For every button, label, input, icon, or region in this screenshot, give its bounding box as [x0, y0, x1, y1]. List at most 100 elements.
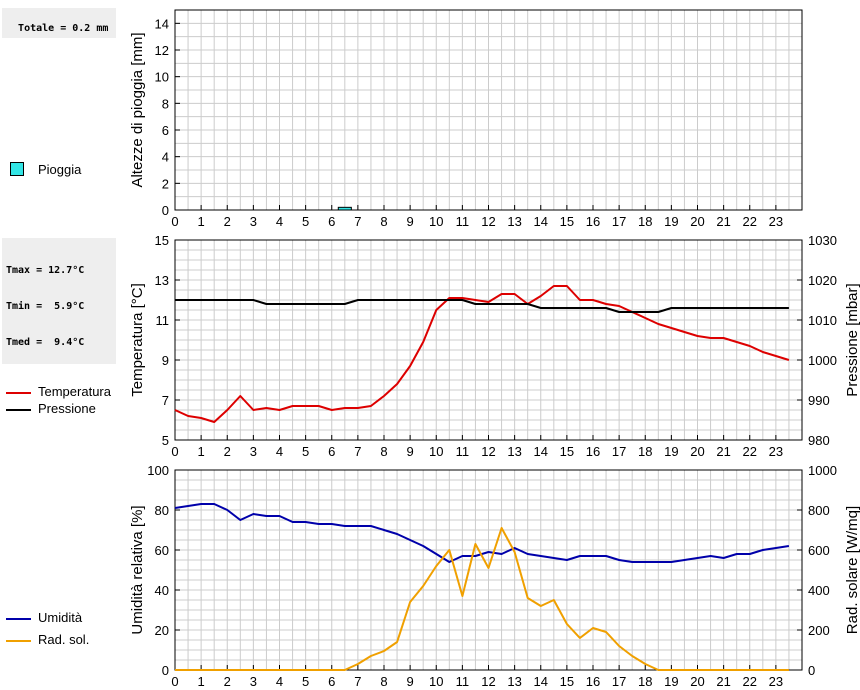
y-tick-label: 5	[162, 433, 169, 448]
y-tick-label: 7	[162, 393, 169, 408]
x-tick-label: 15	[560, 214, 574, 229]
rain-total-text: Totale = 0.2 mm	[18, 23, 109, 34]
x-tick-label: 17	[612, 214, 626, 229]
x-tick-label: 16	[586, 214, 600, 229]
x-tick-label: 12	[481, 214, 495, 229]
x-tick-label: 17	[612, 674, 626, 689]
x-tick-label: 11	[456, 214, 470, 229]
x-tick-label: 14	[534, 214, 548, 229]
x-tick-label: 3	[250, 444, 257, 459]
rain-bar	[337, 206, 352, 211]
x-tick-label: 2	[224, 444, 231, 459]
x-tick-label: 18	[638, 214, 652, 229]
x-tick-label: 0	[171, 214, 178, 229]
temperature-line	[174, 285, 790, 423]
x-tick-label: 8	[380, 674, 387, 689]
y2-tick-label: 800	[808, 503, 830, 518]
y-tick-label: 12	[155, 43, 169, 58]
y2-tick-label: 1010	[808, 313, 837, 328]
x-tick-label: 7	[354, 214, 361, 229]
x-tick-label: 17	[612, 444, 626, 459]
humidity-line	[174, 503, 790, 563]
x-tick-label: 5	[302, 674, 309, 689]
x-tick-label: 7	[354, 444, 361, 459]
y-tick-label: 10	[155, 70, 169, 85]
x-tick-label: 23	[769, 674, 783, 689]
legend-temp-label: Temperatura	[38, 384, 111, 399]
legend-radiation-label: Rad. sol.	[38, 632, 90, 647]
y2-tick-label: 1000	[808, 463, 837, 478]
legend-temp-swatch	[6, 392, 31, 394]
x-tick-label: 6	[328, 214, 335, 229]
tmax-text: Tmax = 12.7°C	[6, 265, 85, 276]
x-tick-label: 11	[456, 444, 470, 459]
x-tick-label: 6	[328, 444, 335, 459]
x-tick-label: 22	[743, 444, 757, 459]
y2-tick-label: 1020	[808, 273, 837, 288]
x-tick-label: 16	[586, 444, 600, 459]
x-tick-label: 18	[638, 444, 652, 459]
x-tick-label: 4	[276, 674, 283, 689]
x-tick-label: 15	[560, 674, 574, 689]
x-tick-label: 13	[507, 214, 521, 229]
y-tick-label: 0	[162, 203, 169, 218]
x-tick-label: 21	[716, 214, 730, 229]
x-tick-label: 18	[638, 674, 652, 689]
x-tick-label: 10	[429, 444, 443, 459]
x-tick-label: 11	[456, 674, 470, 689]
y-tick-label: 14	[155, 16, 169, 31]
y2-tick-label: 1000	[808, 353, 837, 368]
x-tick-label: 13	[507, 674, 521, 689]
x-tick-label: 20	[690, 214, 704, 229]
x-tick-label: 6	[328, 674, 335, 689]
x-tick-label: 23	[769, 444, 783, 459]
x-tick-label: 20	[690, 444, 704, 459]
x-tick-label: 2	[224, 674, 231, 689]
y-tick-label: 60	[155, 543, 169, 558]
y2-tick-label: 400	[808, 583, 830, 598]
y2-tick-label: 200	[808, 623, 830, 638]
x-tick-label: 1	[198, 674, 205, 689]
x-tick-label: 9	[407, 214, 414, 229]
y-tick-label: 100	[147, 463, 169, 478]
y2-tick-label: 1030	[808, 233, 837, 248]
y-tick-label: 9	[162, 353, 169, 368]
y-tick-label: 13	[155, 273, 169, 288]
x-tick-label: 3	[250, 214, 257, 229]
x-tick-label: 21	[716, 674, 730, 689]
x-tick-label: 12	[481, 674, 495, 689]
x-tick-label: 4	[276, 444, 283, 459]
x-tick-label: 20	[690, 674, 704, 689]
legend-humidity-swatch	[6, 618, 31, 620]
x-tick-label: 5	[302, 444, 309, 459]
y-tick-label: 4	[162, 150, 169, 165]
x-tick-label: 4	[276, 214, 283, 229]
x-tick-label: 19	[664, 444, 678, 459]
legend-rain-swatch	[10, 162, 24, 176]
y-axis-label: Umidità relativa [%]	[129, 505, 146, 634]
x-tick-label: 9	[407, 444, 414, 459]
tmed-text: Tmed = 9.4°C	[6, 337, 85, 348]
y-tick-label: 6	[162, 123, 169, 138]
pressure-line	[175, 299, 789, 313]
tmin-text: Tmin = 5.9°C	[6, 301, 85, 312]
legend-radiation-swatch	[6, 640, 31, 642]
y-axis-label: Altezze di pioggia [mm]	[129, 32, 146, 187]
y-tick-label: 11	[156, 313, 170, 328]
x-tick-label: 16	[586, 674, 600, 689]
y-tick-label: 15	[155, 233, 169, 248]
x-tick-label: 14	[534, 444, 548, 459]
y-tick-label: 0	[162, 663, 169, 678]
x-tick-label: 5	[302, 214, 309, 229]
x-tick-label: 8	[380, 444, 387, 459]
y-tick-label: 80	[155, 503, 169, 518]
x-tick-label: 1	[198, 214, 205, 229]
y2-tick-label: 0	[808, 663, 815, 678]
x-tick-label: 3	[250, 674, 257, 689]
x-tick-label: 14	[534, 674, 548, 689]
y2-axis-label: Rad. solare [W/mq]	[844, 506, 860, 634]
x-tick-label: 8	[380, 214, 387, 229]
x-tick-label: 10	[429, 214, 443, 229]
y-tick-label: 2	[162, 176, 169, 191]
